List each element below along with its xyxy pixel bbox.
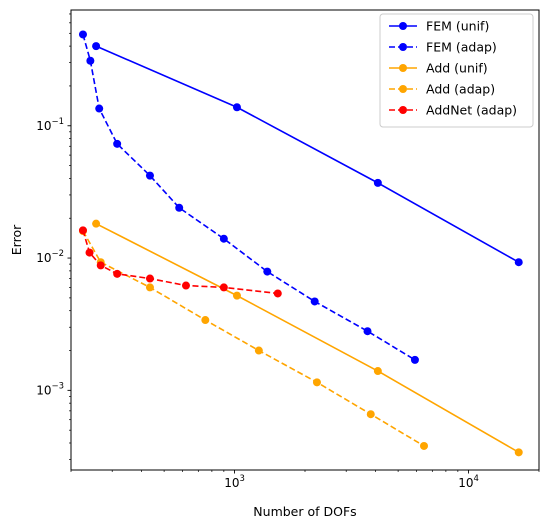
legend-marker [399,64,407,72]
data-point [312,378,321,387]
legend-marker [399,106,407,114]
legend-label: FEM (unif) [426,19,489,34]
y-axis-title: Error [9,224,24,255]
data-point [145,274,154,283]
legend-entry: AddNet (adap) [389,103,517,118]
legend-marker [399,22,407,30]
series-0 [92,42,523,267]
data-point [175,203,184,212]
data-point [514,258,523,267]
data-point [373,367,382,376]
series-line [95,45,520,263]
data-point [92,42,101,51]
data-point [420,441,428,450]
data-point [514,448,523,457]
legend-entry: FEM (adap) [389,40,497,55]
data-point [254,346,263,355]
legend-entry: Add (unif) [389,61,488,76]
data-point [181,281,190,290]
data-point [78,30,87,39]
legend-label: Add (adap) [426,82,495,97]
data-point [92,219,101,228]
axis-ticks: 103 104 10−3 10−2 10−1 [36,13,540,490]
data-point [263,267,272,276]
data-point [373,178,382,187]
series-line [82,34,416,361]
data-point [113,139,122,148]
x-tick-label: 103 [224,474,245,490]
legend-marker [399,43,407,51]
y-tick-label: 10−1 [36,117,64,133]
data-point [410,355,419,364]
plot-marks [78,30,523,457]
data-point [232,103,241,112]
x-tick-label: 104 [458,474,479,490]
data-point [145,171,154,180]
series-4 [78,226,282,298]
data-point [95,104,104,113]
series-line [82,230,425,447]
series-line [82,230,278,295]
legend-label: AddNet (adap) [426,103,517,118]
x-axis-title: Number of DOFs [253,504,356,519]
data-point [145,283,154,292]
data-point [310,297,319,306]
y-tick-label: 10−3 [36,381,64,397]
legend-box [379,13,534,128]
legend-label: FEM (adap) [426,40,497,55]
data-point [363,327,372,336]
data-point [273,289,282,298]
data-point [86,56,95,65]
data-point [232,291,241,300]
series-1 [78,30,419,364]
data-point [85,248,94,257]
data-point [219,234,228,243]
series-line [95,222,520,454]
data-point [219,283,228,292]
data-point [201,316,210,325]
legend-entry: Add (adap) [389,82,495,97]
series-2 [92,219,523,457]
data-point [113,269,122,278]
data-point [78,226,87,235]
legend: FEM (unif) FEM (adap) Add (unif) Add (adap)… [379,13,534,128]
y-tick-label: 10−2 [36,249,64,265]
data-point [96,261,105,270]
legend-entry: FEM (unif) [389,19,489,34]
legend-label: Add (unif) [426,61,488,76]
data-point [366,410,375,419]
legend-marker [399,85,407,93]
